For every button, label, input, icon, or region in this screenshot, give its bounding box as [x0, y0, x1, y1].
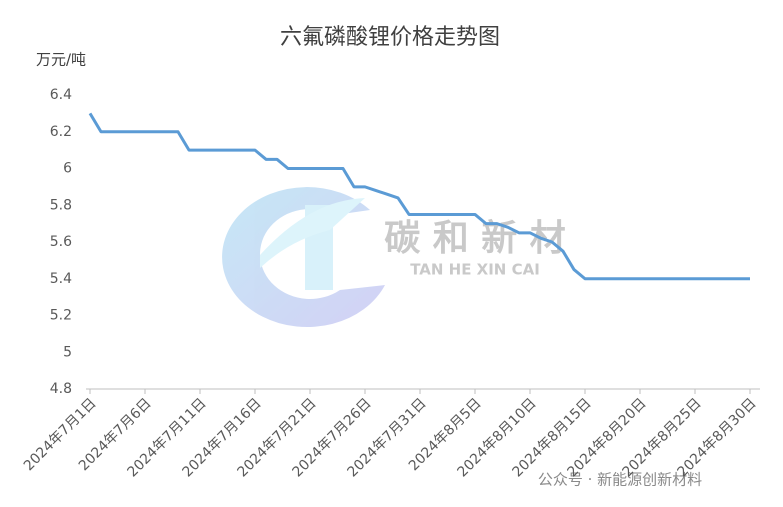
logo — [222, 187, 385, 328]
chart-title: 六氟磷酸锂价格走势图 — [280, 25, 500, 50]
y-axis-label: 万元/吨 — [36, 51, 86, 69]
y-tick-label: 6.2 — [50, 124, 72, 140]
y-tick-label: 5 — [63, 344, 72, 360]
y-tick-label: 5.6 — [50, 234, 72, 250]
y-tick-label: 4.8 — [50, 381, 72, 397]
watermark-source: 公众号 · 新能源创新材料 — [538, 471, 702, 489]
y-tick-label: 5.4 — [50, 271, 72, 287]
y-tick-label: 6.4 — [50, 87, 72, 103]
y-tick-label: 5.2 — [50, 308, 72, 324]
y-tick-label: 5.8 — [50, 197, 72, 213]
watermark-logo-sub: TAN HE XIN CAI — [410, 261, 540, 279]
price-line — [88, 112, 750, 281]
watermark-logo: 碳 和 新 材 — [384, 218, 566, 259]
y-tick-label: 6 — [63, 161, 72, 177]
